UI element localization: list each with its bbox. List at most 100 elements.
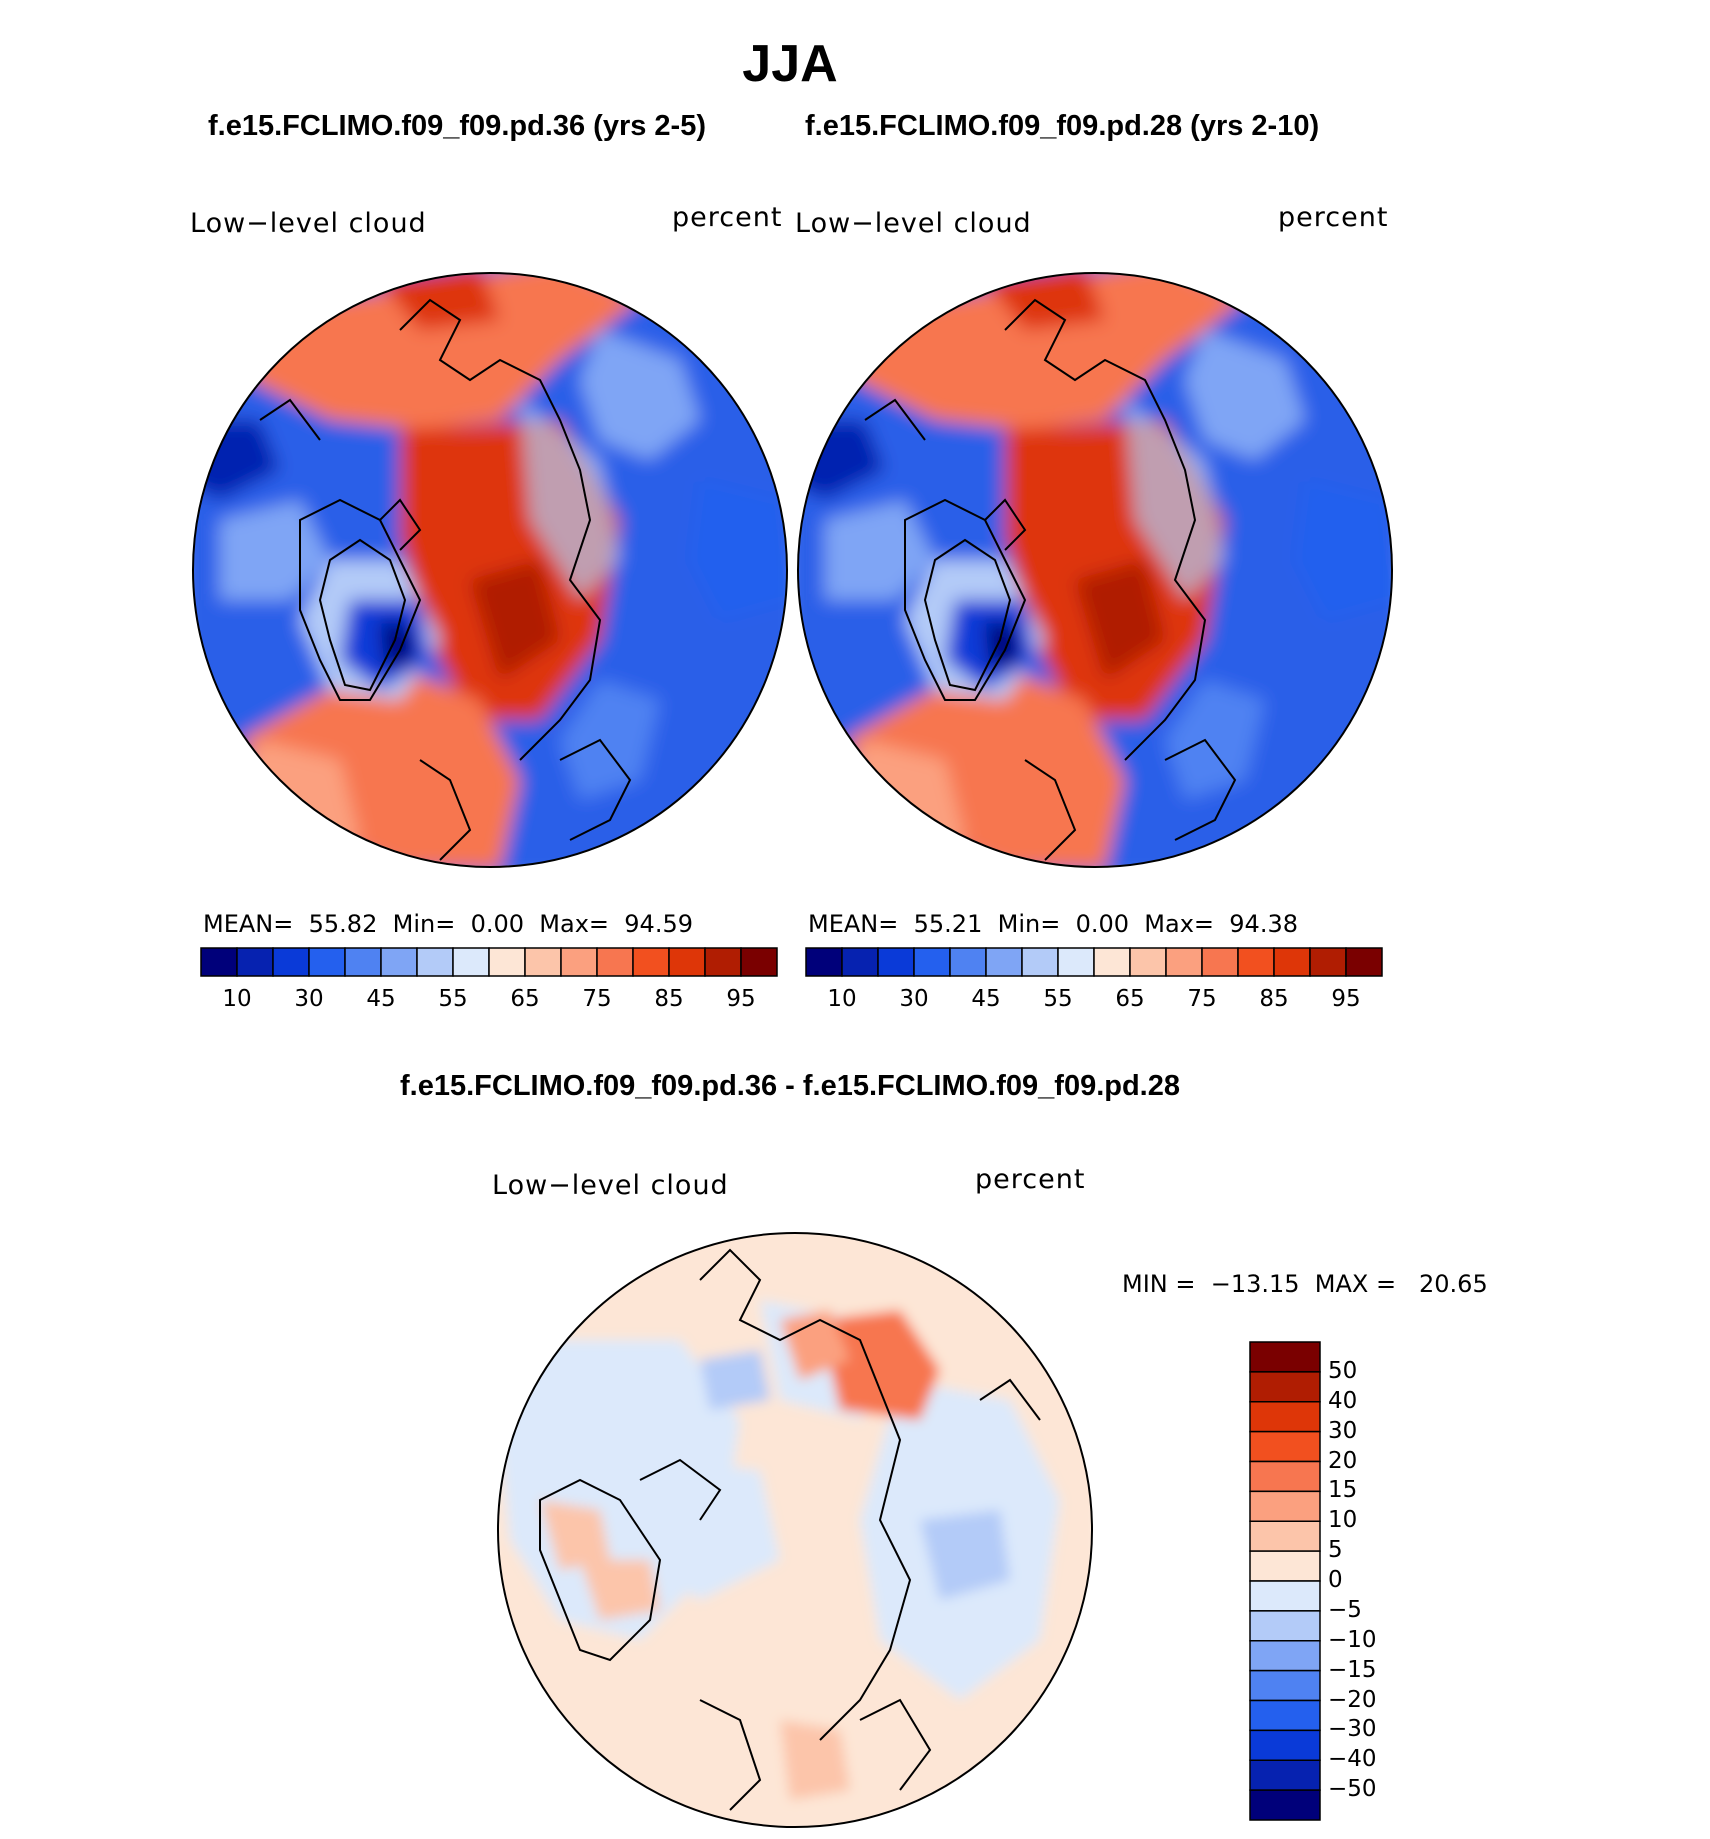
difference-colorbar <box>1249 1341 1321 1821</box>
max-value: 94.59 <box>624 910 693 938</box>
difference-title: f.e15.FCLIMO.f09_f09.pd.36 - f.e15.FCLIM… <box>400 1070 1180 1102</box>
colorbar-swatch <box>236 947 274 977</box>
colorbar-tick-label: −40 <box>1328 1746 1377 1773</box>
colorbar-swatch <box>1249 1789 1321 1821</box>
colorbar-swatch <box>949 947 987 977</box>
panel-2-variable-label: Low−level cloud <box>795 208 1032 239</box>
colorbar-swatch <box>1165 947 1203 977</box>
panel-1-variable-label: Low−level cloud <box>190 208 427 239</box>
colorbar-tick-label: 75 <box>582 986 612 1012</box>
min-value: 0.00 <box>1075 910 1130 938</box>
colorbar-swatch <box>452 947 490 977</box>
colorbar-swatch <box>524 947 562 977</box>
panel-2-stats: MEAN= 55.21 Min= 0.00 Max= 94.38 <box>808 910 1298 938</box>
colorbar-swatch <box>1201 947 1239 977</box>
colorbar-tick-label: 55 <box>438 986 468 1012</box>
mean-label: MEAN= <box>203 910 294 938</box>
colorbar-tick-label: 45 <box>366 986 396 1012</box>
colorbar-tick-label: 95 <box>726 986 756 1012</box>
colorbar-swatch <box>1057 947 1095 977</box>
colorbar-swatch <box>1237 947 1275 977</box>
max-value: 94.38 <box>1229 910 1298 938</box>
colorbar-tick-label: 85 <box>654 986 684 1012</box>
colorbar-swatch <box>1249 1460 1321 1493</box>
colorbar-tick-label: −15 <box>1328 1656 1377 1683</box>
colorbar-tick-label: −20 <box>1328 1686 1377 1713</box>
colorbar-tick-label: 85 <box>1259 986 1289 1012</box>
colorbar-swatch <box>1249 1669 1321 1702</box>
colorbar-swatch <box>1129 947 1167 977</box>
colorbar-tick-label: 65 <box>1115 986 1145 1012</box>
colorbar-swatch <box>877 947 915 977</box>
colorbar-tick-label: 10 <box>222 986 252 1012</box>
colorbar-tick-label: 30 <box>294 986 324 1012</box>
colorbar-swatch <box>308 947 346 977</box>
panel-1-units-label: percent <box>672 202 783 233</box>
colorbar-swatch <box>380 947 418 977</box>
colorbar-tick-label: 95 <box>1331 986 1361 1012</box>
colorbar-swatch <box>344 947 382 977</box>
season-title: JJA <box>742 35 838 93</box>
colorbar-swatch <box>841 947 879 977</box>
colorbar-tick-label: 30 <box>899 986 929 1012</box>
colorbar-swatch <box>488 947 526 977</box>
min-label: Min= <box>997 910 1061 938</box>
colorbar-swatch <box>200 947 238 977</box>
colorbar-swatch <box>1249 1550 1321 1582</box>
panel-1-case-title: f.e15.FCLIMO.f09_f09.pd.36 (yrs 2-5) <box>208 110 706 142</box>
colorbar-swatch <box>1249 1729 1321 1761</box>
colorbar-tick-label: 40 <box>1328 1387 1358 1414</box>
colorbar-swatch <box>416 947 454 977</box>
colorbar-swatch <box>985 947 1023 977</box>
difference-polar-map <box>497 1232 1093 1828</box>
colorbar-tick-label: 10 <box>827 986 857 1012</box>
colorbar-swatch <box>1249 1610 1321 1642</box>
colorbar-swatch <box>1021 947 1059 977</box>
colorbar-tick-label: 55 <box>1043 986 1073 1012</box>
panel-2-units-label: percent <box>1278 202 1389 233</box>
mean-label: MEAN= <box>808 910 899 938</box>
colorbar-tick-label: 45 <box>971 986 1001 1012</box>
min-value: 0.00 <box>470 910 525 938</box>
colorbar-swatch <box>1249 1640 1321 1672</box>
colorbar-tick-label: −50 <box>1328 1776 1377 1803</box>
mean-value: 55.21 <box>913 910 983 938</box>
panel-1-colorbar <box>200 947 778 977</box>
colorbar-swatch <box>913 947 951 977</box>
colorbar-tick-label: −10 <box>1328 1626 1377 1653</box>
colorbar-swatch <box>560 947 598 977</box>
colorbar-swatch <box>1249 1520 1321 1552</box>
colorbar-swatch <box>1249 1490 1321 1522</box>
panel-2-case-title: f.e15.FCLIMO.f09_f09.pd.28 (yrs 2-10) <box>805 110 1320 142</box>
colorbar-tick-label: 20 <box>1328 1447 1358 1474</box>
colorbar-swatch <box>1345 947 1383 977</box>
difference-variable-label: Low−level cloud <box>492 1170 729 1201</box>
colorbar-swatch <box>596 947 634 977</box>
colorbar-swatch <box>1249 1371 1321 1403</box>
panel-2-colorbar <box>805 947 1383 977</box>
colorbar-tick-label: 0 <box>1328 1567 1343 1593</box>
panel-1-stats: MEAN= 55.82 Min= 0.00 Max= 94.59 <box>203 910 693 938</box>
max-label: Max= <box>539 910 610 938</box>
colorbar-tick-label: 50 <box>1328 1357 1358 1384</box>
colorbar-swatch <box>1309 947 1347 977</box>
colorbar-swatch <box>805 947 843 977</box>
colorbar-swatch <box>632 947 670 977</box>
colorbar-tick-label: 5 <box>1328 1537 1343 1564</box>
panel-2-polar-map <box>797 272 1393 868</box>
colorbar-tick-label: 65 <box>510 986 540 1012</box>
colorbar-tick-label: 10 <box>1328 1507 1358 1534</box>
panel-1-polar-map <box>192 272 788 868</box>
colorbar-swatch <box>1093 947 1131 977</box>
colorbar-swatch <box>272 947 310 977</box>
colorbar-swatch <box>1249 1580 1321 1612</box>
colorbar-swatch <box>1249 1430 1321 1463</box>
colorbar-tick-label: 15 <box>1328 1477 1358 1504</box>
colorbar-swatch <box>1249 1401 1321 1433</box>
colorbar-swatch <box>1249 1759 1321 1791</box>
colorbar-swatch <box>1249 1699 1321 1732</box>
difference-minmax: MIN = −13.15 MAX = 20.65 <box>1122 1270 1488 1298</box>
colorbar-swatch <box>1273 947 1311 977</box>
colorbar-tick-label: −5 <box>1328 1596 1362 1623</box>
